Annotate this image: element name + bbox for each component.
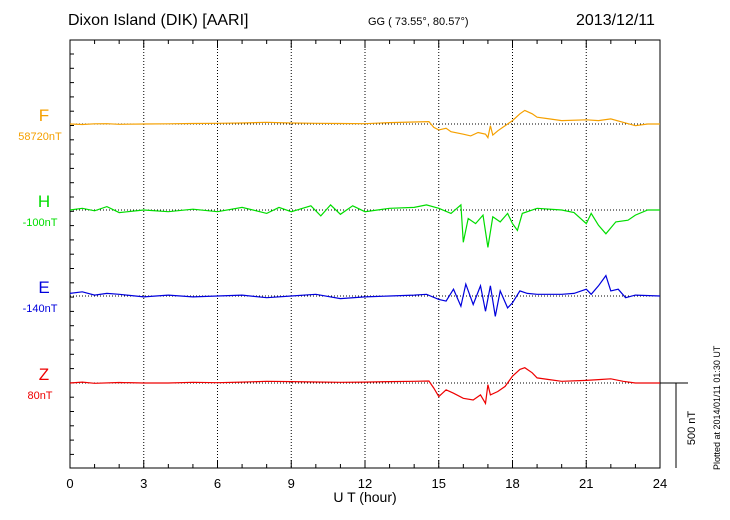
x-tick-label: 3 <box>140 476 147 491</box>
x-axis-label: U T (hour) <box>333 489 396 505</box>
series-layer <box>69 109 661 406</box>
x-tick-label: 18 <box>505 476 519 491</box>
axis-ticks <box>69 40 661 468</box>
series-label-e: E <box>38 278 49 297</box>
series-line-z <box>69 367 660 406</box>
series-line-h <box>69 203 660 248</box>
series-baseline-z: 80nT <box>27 390 52 402</box>
grid <box>70 40 660 468</box>
series-baseline-h: -100nT <box>23 217 58 229</box>
x-tick-label: 24 <box>653 476 667 491</box>
series-label-f: F <box>39 106 49 125</box>
series-labels: F 58720nT H -100nT E -140nT Z 80nT <box>18 106 62 402</box>
x-tick-labels: 0 3 6 9 12 15 18 21 24 <box>66 476 667 491</box>
series-line-e <box>69 274 661 317</box>
x-tick-label: 9 <box>288 476 295 491</box>
series-baseline-e: -140nT <box>23 303 58 315</box>
scale-bar: 500 nT <box>660 382 698 468</box>
x-tick-label: 12 <box>358 476 372 491</box>
series-baseline-f: 58720nT <box>18 131 62 143</box>
scale-bar-label: 500 nT <box>686 411 698 446</box>
x-tick-label: 6 <box>214 476 221 491</box>
x-tick-label: 21 <box>579 476 593 491</box>
x-tick-label: 0 <box>66 476 73 491</box>
x-tick-label: 15 <box>432 476 446 491</box>
series-label-h: H <box>38 192 50 211</box>
series-line-f <box>69 109 660 140</box>
station-title: Dixon Island (DIK) [AARI] <box>68 12 249 29</box>
coordinates-label: GG ( 73.55°, 80.57°) <box>368 16 469 28</box>
series-label-z: Z <box>39 365 49 384</box>
date-label: 2013/12/11 <box>576 12 655 29</box>
